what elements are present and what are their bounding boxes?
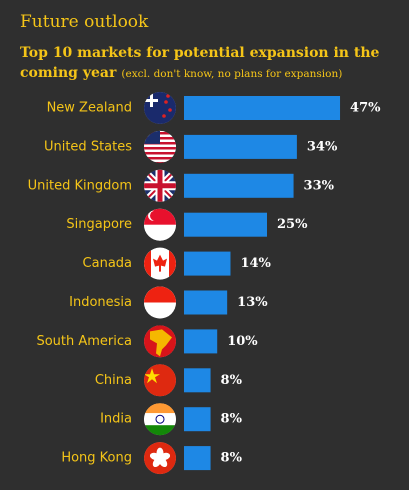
- bar: [184, 446, 211, 471]
- flag-icon: [144, 442, 176, 475]
- bar: [184, 173, 294, 198]
- bar: [184, 368, 211, 393]
- category-label: United States: [44, 139, 132, 154]
- flag-part: [140, 165, 180, 167]
- value-label: 33%: [304, 178, 335, 193]
- bar: [184, 329, 218, 354]
- value-label: 8%: [221, 451, 243, 466]
- flag-icon: [144, 208, 176, 241]
- category-label: United Kingdom: [28, 178, 132, 193]
- flag-part: [164, 100, 168, 104]
- flag-part: [144, 161, 176, 163]
- value-label: 8%: [221, 412, 243, 427]
- flag-icon: [144, 92, 176, 124]
- flag-part: [144, 425, 176, 436]
- bar: [184, 96, 341, 120]
- category-label: India: [100, 412, 132, 427]
- category-label: China: [95, 373, 132, 388]
- flag-part: [144, 156, 176, 160]
- flag-part: [144, 154, 176, 157]
- category-label: New Zealand: [47, 101, 132, 116]
- flag-part: [149, 452, 161, 461]
- flag-part: [168, 108, 172, 112]
- value-label: 47%: [350, 101, 381, 116]
- value-label: 34%: [307, 139, 338, 154]
- flag-part: [144, 403, 176, 414]
- flag-part: [150, 329, 172, 357]
- chart-title: Future outlook: [20, 12, 149, 32]
- flag-part: [150, 210, 160, 221]
- value-label: 8%: [221, 373, 243, 388]
- flag-part: [150, 93, 153, 107]
- chart-subtitle: Top 10 markets for potential expansion i…: [20, 45, 380, 81]
- flag-icon: [144, 247, 176, 280]
- bar: [184, 134, 297, 159]
- flag-icon: [144, 364, 176, 397]
- flag-part: [144, 92, 176, 124]
- category-label: Canada: [83, 256, 132, 271]
- flag-icon: [144, 325, 176, 358]
- flag-part: [144, 413, 176, 426]
- flag-part: [144, 146, 176, 150]
- flag-part: [153, 254, 167, 272]
- flag-icon: [140, 127, 180, 167]
- header: Future outlook Top 10 markets for potent…: [20, 12, 380, 82]
- flag-part: [144, 144, 176, 147]
- flag-icon: [144, 286, 176, 319]
- subtitle-block: Top 10 markets for potential expansion i…: [20, 42, 380, 82]
- flag-part: [166, 94, 170, 98]
- bar: [184, 407, 211, 432]
- flag-part: [144, 247, 151, 280]
- flag-icon: [144, 169, 176, 202]
- flag-part: [169, 247, 176, 280]
- flag-part: [144, 169, 176, 202]
- flag-part: [162, 114, 166, 118]
- value-label: 25%: [277, 217, 308, 232]
- flag-part: [144, 364, 176, 397]
- flag-part: [144, 151, 176, 155]
- flag-part: [144, 130, 160, 144]
- flag-part: [155, 414, 165, 424]
- note: (excl. don't know, no plans for expansio…: [121, 68, 343, 80]
- category-label: Indonesia: [69, 295, 132, 310]
- category-label: Singapore: [66, 217, 132, 232]
- category-label: South America: [36, 334, 132, 349]
- flag-part: [144, 286, 176, 303]
- flag-part: [144, 368, 160, 384]
- bar: [184, 251, 231, 276]
- bar: [184, 212, 267, 237]
- flag-part: [144, 208, 176, 225]
- flag-part: [140, 127, 180, 130]
- bar: [184, 290, 228, 315]
- category-label: Hong Kong: [61, 451, 132, 466]
- flag-icon: [144, 403, 176, 436]
- value-label: 13%: [237, 295, 268, 310]
- value-label: 14%: [240, 256, 271, 271]
- flag-part: [144, 159, 176, 162]
- flag-part: [144, 149, 176, 152]
- value-label: 10%: [227, 334, 258, 349]
